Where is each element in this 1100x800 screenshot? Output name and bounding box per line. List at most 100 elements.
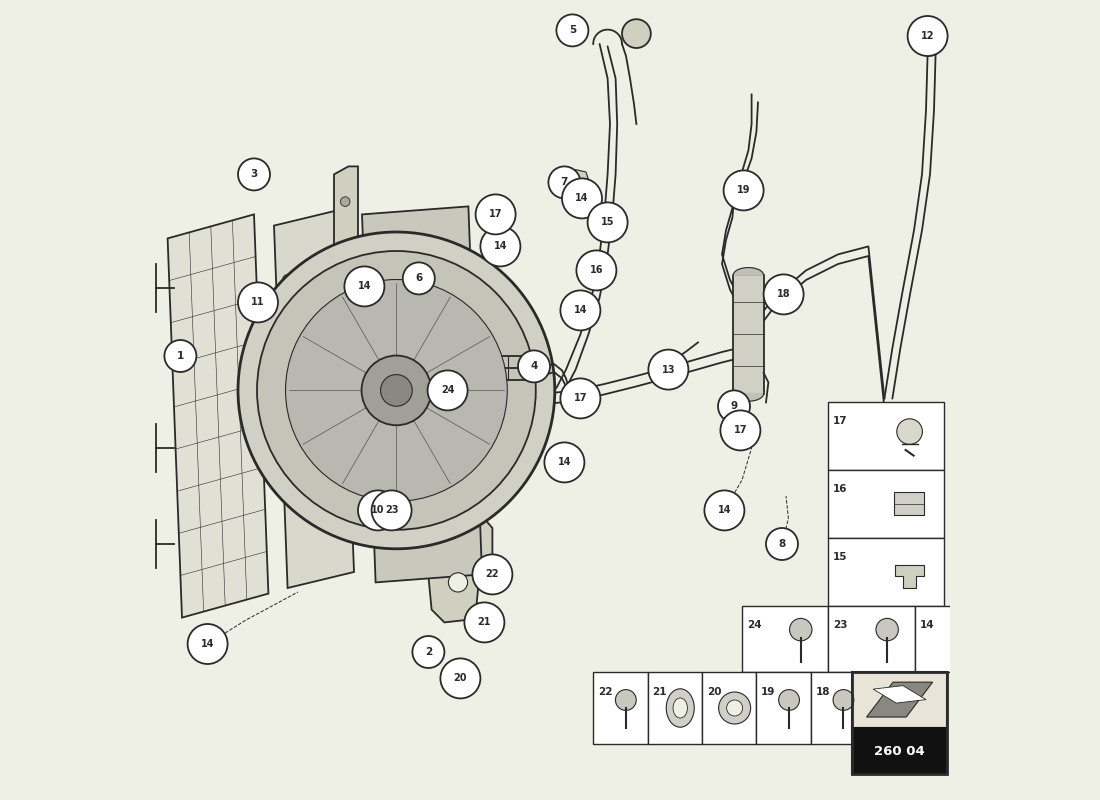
- Circle shape: [372, 490, 411, 530]
- Text: 17: 17: [734, 426, 747, 435]
- Polygon shape: [274, 210, 354, 588]
- Circle shape: [763, 274, 804, 314]
- Text: 10: 10: [372, 506, 385, 515]
- Circle shape: [403, 262, 434, 294]
- Bar: [648, 672, 702, 744]
- Circle shape: [481, 226, 520, 266]
- Text: 9: 9: [730, 402, 738, 411]
- Text: 24: 24: [747, 620, 761, 630]
- Circle shape: [238, 282, 278, 322]
- Circle shape: [287, 386, 298, 398]
- Circle shape: [449, 573, 468, 592]
- Circle shape: [549, 166, 581, 198]
- Circle shape: [340, 197, 350, 206]
- Circle shape: [428, 370, 468, 410]
- Circle shape: [344, 266, 384, 306]
- Polygon shape: [734, 268, 763, 275]
- Text: 11: 11: [251, 298, 265, 307]
- Circle shape: [188, 624, 228, 664]
- Text: 6: 6: [415, 274, 422, 283]
- Text: 7: 7: [561, 178, 568, 187]
- Text: 19: 19: [737, 186, 750, 195]
- Ellipse shape: [667, 689, 694, 727]
- Text: 17: 17: [574, 394, 587, 403]
- Text: 1: 1: [177, 351, 184, 361]
- Text: 14: 14: [201, 639, 214, 649]
- Circle shape: [562, 178, 602, 218]
- Bar: [757, 672, 811, 744]
- Circle shape: [557, 14, 588, 46]
- Text: 15: 15: [601, 218, 614, 227]
- Bar: [852, 728, 947, 774]
- Bar: [734, 275, 763, 394]
- Circle shape: [164, 340, 197, 372]
- Text: 18: 18: [815, 687, 830, 697]
- Text: 4: 4: [530, 362, 538, 371]
- Bar: [893, 492, 924, 515]
- Circle shape: [464, 602, 505, 642]
- Text: 14: 14: [358, 282, 371, 291]
- Circle shape: [766, 528, 797, 560]
- Text: 14: 14: [717, 506, 732, 515]
- Circle shape: [286, 279, 507, 502]
- Circle shape: [340, 242, 350, 251]
- Bar: [828, 606, 915, 672]
- Text: 17: 17: [488, 210, 503, 219]
- Ellipse shape: [673, 698, 688, 718]
- Polygon shape: [867, 682, 933, 717]
- Circle shape: [720, 410, 760, 450]
- Circle shape: [704, 490, 745, 530]
- Bar: [828, 470, 945, 538]
- Circle shape: [560, 290, 601, 330]
- Text: 22: 22: [486, 570, 499, 579]
- Circle shape: [724, 170, 763, 210]
- Text: 21: 21: [477, 618, 491, 627]
- Text: 16: 16: [833, 484, 848, 494]
- Text: 14: 14: [574, 306, 587, 315]
- Polygon shape: [564, 170, 590, 200]
- Circle shape: [718, 692, 750, 724]
- Circle shape: [648, 350, 689, 390]
- Text: 3: 3: [251, 170, 257, 179]
- Circle shape: [440, 658, 481, 698]
- Text: 17: 17: [833, 416, 848, 426]
- Bar: [828, 538, 945, 606]
- Text: 13: 13: [661, 365, 675, 374]
- Polygon shape: [418, 516, 493, 622]
- Circle shape: [576, 250, 616, 290]
- Polygon shape: [895, 566, 924, 587]
- Text: 20: 20: [707, 687, 722, 697]
- Bar: [593, 672, 648, 744]
- Circle shape: [615, 690, 636, 710]
- Bar: [702, 672, 757, 744]
- Text: 8: 8: [779, 539, 785, 549]
- Circle shape: [257, 251, 536, 530]
- Circle shape: [238, 158, 270, 190]
- Circle shape: [918, 32, 942, 56]
- Circle shape: [908, 16, 947, 56]
- Text: 23: 23: [833, 620, 848, 630]
- Circle shape: [283, 274, 294, 286]
- Polygon shape: [362, 206, 482, 582]
- Bar: [811, 672, 866, 744]
- Text: 15: 15: [833, 552, 848, 562]
- Text: 2: 2: [425, 647, 432, 657]
- Circle shape: [472, 554, 513, 594]
- Bar: [828, 402, 945, 470]
- Polygon shape: [419, 270, 444, 293]
- Text: 21: 21: [652, 687, 667, 697]
- Circle shape: [412, 636, 444, 668]
- Text: 19: 19: [761, 687, 776, 697]
- Polygon shape: [873, 686, 926, 703]
- Circle shape: [962, 618, 984, 641]
- Text: 12: 12: [921, 31, 934, 41]
- Circle shape: [587, 202, 628, 242]
- Circle shape: [779, 690, 800, 710]
- Text: 14: 14: [558, 458, 571, 467]
- Text: 22: 22: [598, 687, 613, 697]
- Circle shape: [790, 618, 812, 641]
- Circle shape: [358, 490, 398, 530]
- Circle shape: [475, 194, 516, 234]
- Circle shape: [362, 355, 431, 426]
- Text: 260 04: 260 04: [874, 745, 925, 758]
